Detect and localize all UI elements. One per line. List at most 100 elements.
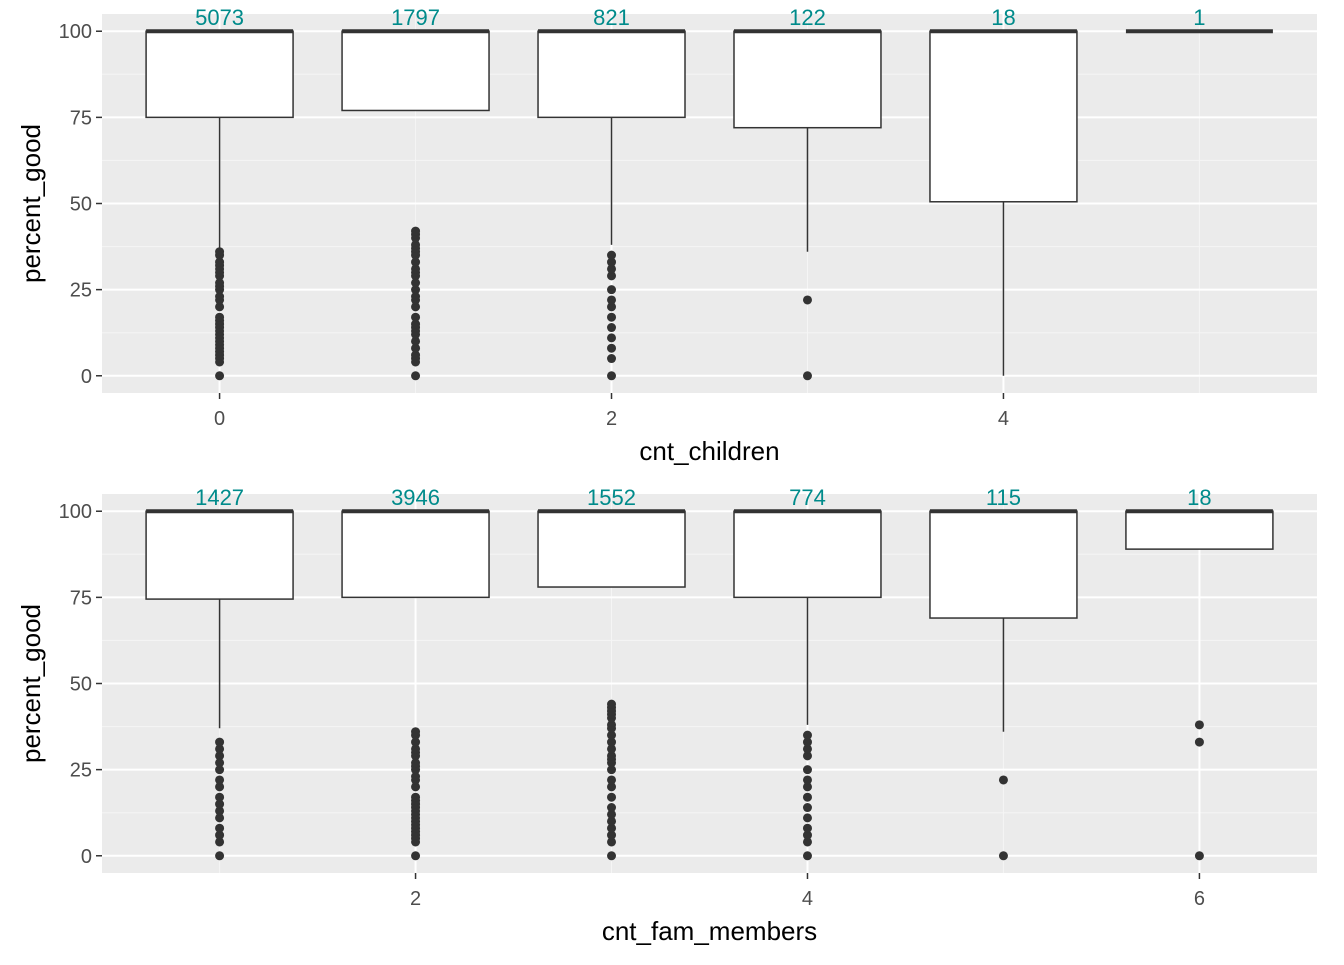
y-tick-label: 0 (81, 366, 92, 388)
outlier-point (802, 730, 812, 740)
outlier-point (411, 240, 421, 250)
outlier-point (411, 792, 421, 802)
outlier-point (802, 295, 812, 305)
outlier-point (802, 737, 812, 747)
y-axis-title: percent_good (16, 124, 46, 283)
chart-panel-1: 5073 1797 821 122 18 1 0 25 50 75 100 0 2 4 cnt_childr… (16, 5, 1317, 466)
y-tick-label: 50 (70, 194, 92, 216)
outlier-point (607, 285, 617, 295)
box-iqr (733, 510, 882, 599)
x-tick-label: 4 (998, 408, 1009, 430)
outlier-point (607, 333, 617, 343)
outlier-point (411, 851, 421, 861)
outlier-point (411, 264, 421, 274)
outlier-point (215, 851, 225, 861)
box-5: 1 (1125, 5, 1273, 34)
outlier-point (802, 744, 812, 754)
outlier-point (607, 250, 617, 260)
outlier-point (607, 302, 617, 312)
count-label: 18 (1187, 485, 1211, 510)
outlier-point (1194, 851, 1204, 861)
outlier-point (607, 837, 617, 847)
count-label: 774 (789, 485, 826, 510)
box-iqr (929, 510, 1078, 619)
outlier-point (607, 295, 617, 305)
outlier-point (215, 830, 225, 840)
box-iqr (537, 510, 686, 588)
outlier-point (411, 257, 421, 267)
outlier-point (215, 813, 225, 823)
outlier-point (215, 823, 225, 833)
outlier-point (411, 343, 421, 353)
x-tick-label: 0 (214, 408, 225, 430)
outlier-point (607, 765, 617, 775)
count-label: 18 (991, 5, 1015, 30)
x-tick-label: 2 (606, 408, 617, 430)
x-tick-label: 6 (1194, 888, 1205, 910)
count-label: 5073 (195, 5, 244, 30)
box-iqr (537, 30, 686, 119)
outlier-point (607, 792, 617, 802)
outlier-point (607, 851, 617, 861)
outlier-point (802, 792, 812, 802)
outlier-point (215, 371, 225, 381)
outlier-point (411, 302, 421, 312)
outlier-point (607, 830, 617, 840)
box-2: 821 (537, 5, 686, 381)
outlier-point (215, 744, 225, 754)
outlier-point (411, 758, 421, 768)
count-label: 821 (593, 5, 630, 30)
box-iqr (145, 30, 294, 119)
outlier-point (215, 751, 225, 761)
outlier-point (607, 271, 617, 281)
box-1: 1427 (145, 485, 294, 861)
outlier-point (607, 720, 617, 730)
box-iqr (341, 510, 490, 599)
count-label: 1797 (391, 5, 440, 30)
outlier-point (607, 803, 617, 813)
outlier-point (802, 775, 812, 785)
outlier-point (607, 737, 617, 747)
box-4: 18 (929, 5, 1078, 376)
outlier-point (215, 737, 225, 747)
box-2: 3946 (341, 485, 490, 861)
outlier-point (411, 312, 421, 322)
outlier-point (998, 851, 1008, 861)
outlier-point (411, 226, 421, 236)
outlier-point (215, 278, 225, 288)
outlier-point (802, 803, 812, 813)
outlier-point (802, 782, 812, 792)
x-tick-label: 2 (410, 888, 421, 910)
outlier-point (215, 247, 225, 257)
box-1: 1797 (341, 5, 490, 381)
outlier-point (607, 323, 617, 333)
outlier-point (215, 775, 225, 785)
y-axis-title: percent_good (16, 604, 46, 763)
box-iqr (341, 30, 490, 112)
count-label: 3946 (391, 485, 440, 510)
outlier-point (411, 737, 421, 747)
outlier-point (802, 837, 812, 847)
box-3: 122 (733, 5, 882, 381)
outlier-point (215, 806, 225, 816)
outlier-point (1194, 737, 1204, 747)
outlier-point (411, 278, 421, 288)
box-3: 1552 (537, 485, 686, 861)
outlier-point (607, 809, 617, 819)
outlier-point (607, 371, 617, 381)
outlier-point (1194, 720, 1204, 730)
outlier-point (802, 765, 812, 775)
count-label: 1 (1193, 5, 1205, 30)
count-label: 1552 (587, 485, 636, 510)
y-tick-label: 75 (70, 587, 92, 609)
outlier-point (607, 264, 617, 274)
outlier-point (215, 302, 225, 312)
chart-panel-2: 1427 3946 1552 774 115 18 0 25 50 75 100 2 4 6 cnt_fam… (16, 485, 1317, 946)
count-label: 122 (789, 5, 826, 30)
outlier-point (411, 285, 421, 295)
outlier-point (215, 782, 225, 792)
outlier-point (802, 823, 812, 833)
outlier-point (607, 775, 617, 785)
outlier-point (607, 730, 617, 740)
